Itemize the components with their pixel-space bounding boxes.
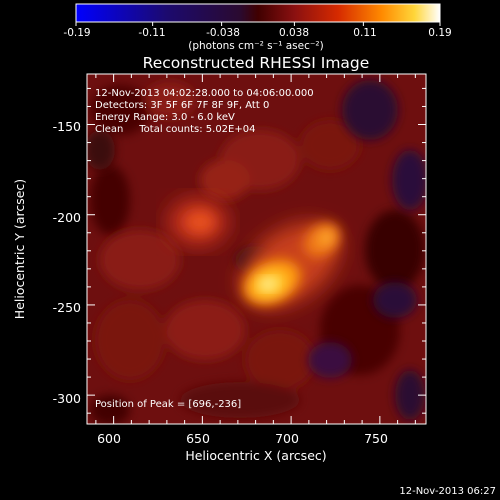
y-tick-label: -200 [53,210,81,225]
info-line-time: 12-Nov-2013 04:02:28.000 to 04:06:00.000 [95,88,314,99]
colorbar-tick-label: -0.11 [138,27,165,39]
y-axis-label: Heliocentric Y (arcsec) [12,179,27,319]
x-axis-label: Heliocentric X (arcsec) [185,448,326,463]
info-line-detectors: Detectors: 3F 5F 6F 7F 8F 9F, Att 0 [95,100,269,111]
colorbar-tick-label: 0.11 [353,27,376,39]
y-tick-label: -300 [53,391,81,406]
colorbar-unit-label: (photons cm⁻² s⁻¹ asec⁻²) [188,40,323,52]
footer-timestamp: 12-Nov-2013 06:27 [399,486,496,497]
y-tick-label: -250 [53,300,81,315]
colorbar-tick-label: -0.038 [206,27,240,39]
info-line-clean: Clean Total counts: 5.02E+04 [95,124,255,135]
y-tick-label: -150 [53,119,81,134]
x-tick-label: 600 [97,431,121,446]
colorbar-tick-label: 0.19 [428,27,451,39]
info-line-energy: Energy Range: 3.0 - 6.0 keV [95,112,235,123]
heatmap-image [87,74,426,424]
colorbar-tick-label: 0.038 [279,27,309,39]
axis-ticks [87,74,426,424]
peak-position-label: Position of Peak = [696,-236] [95,399,241,410]
x-tick-label: 750 [364,431,388,446]
colorbar-ticks [75,22,441,26]
plot-title: Reconstructed RHESSI Image [143,54,370,72]
colorbar [75,3,441,23]
plot-frame [86,73,427,425]
x-tick-label: 700 [275,431,299,446]
colorbar-tick-label: -0.19 [63,27,90,39]
x-tick-label: 650 [186,431,210,446]
